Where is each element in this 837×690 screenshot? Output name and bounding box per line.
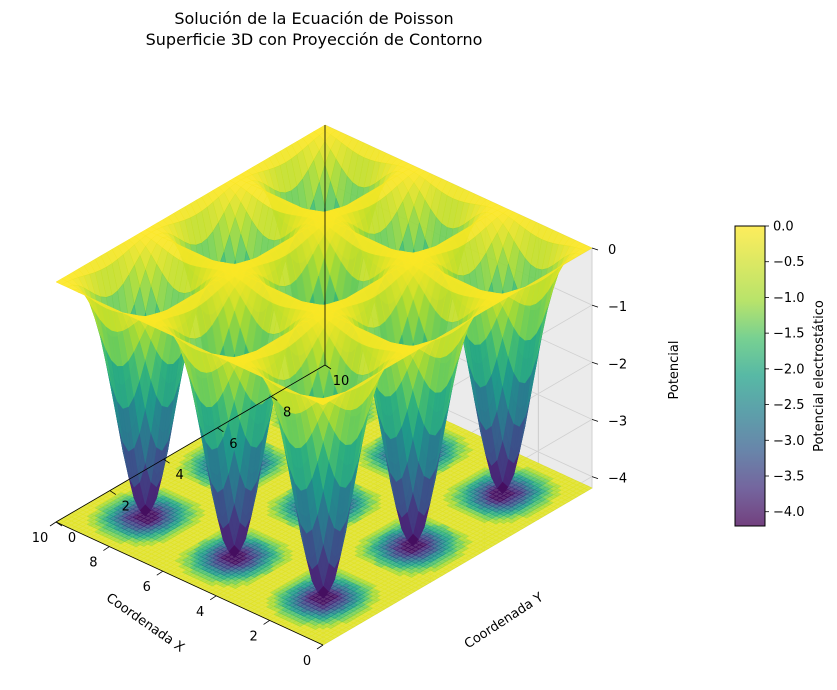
chart-title-line2: Superficie 3D con Proyección de Contorno [145,30,483,49]
chart-title-line1: Solución de la Ecuación de Poisson [174,9,454,28]
chart-title: Solución de la Ecuación de Poisson Super… [0,8,628,50]
